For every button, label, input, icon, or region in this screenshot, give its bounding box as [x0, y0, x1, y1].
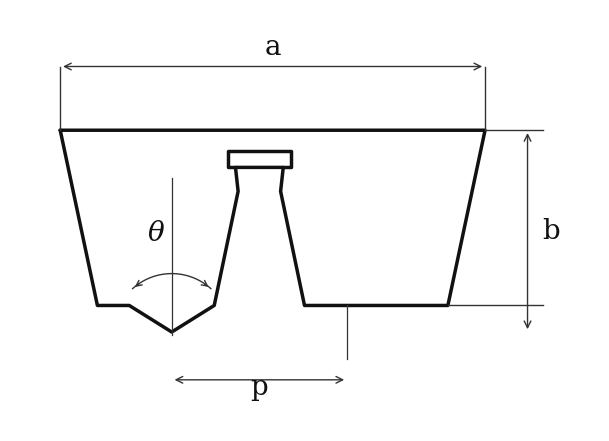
Text: θ: θ: [147, 220, 164, 247]
Text: p: p: [250, 374, 268, 401]
Text: a: a: [264, 34, 281, 61]
Text: b: b: [543, 217, 560, 245]
